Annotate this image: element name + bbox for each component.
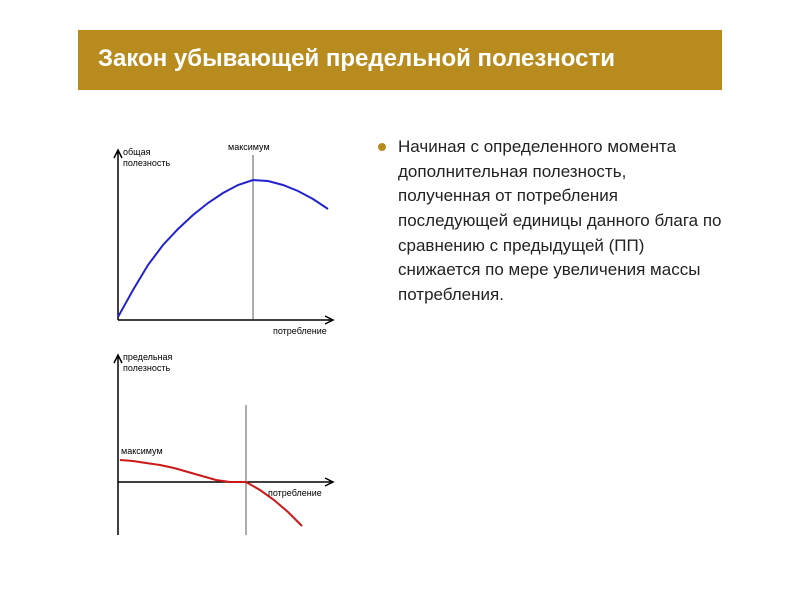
chart-top-xlabel: потребление bbox=[273, 326, 327, 336]
chart-total-utility: общаяполезность максимум потребление bbox=[78, 135, 348, 340]
chart-top-ylabel: полезность bbox=[123, 158, 170, 168]
slide: Закон убывающей предельной полезности об… bbox=[0, 0, 800, 600]
charts-column: общаяполезностьмаксимумпотребление преде… bbox=[78, 135, 378, 560]
chart-bottom-maxlabel: максимум bbox=[121, 446, 163, 456]
body-row: Начиная с определенного момента дополнит… bbox=[378, 135, 722, 560]
chart-bottom-ylabel: полезность bbox=[123, 363, 170, 373]
chart-marginal-utility: предельнаяполезность максимум потребление bbox=[78, 340, 348, 550]
body-text: Начиная с определенного момента дополнит… bbox=[398, 135, 722, 307]
bullet-icon bbox=[378, 143, 386, 151]
title-band: Закон убывающей предельной полезности bbox=[78, 30, 722, 90]
content-area: общаяполезностьмаксимумпотребление преде… bbox=[78, 135, 722, 560]
slide-title: Закон убывающей предельной полезности bbox=[98, 45, 615, 72]
chart-top-ylabel: общая bbox=[123, 147, 151, 157]
chart-bottom-xlabel: потребление bbox=[268, 488, 322, 498]
chart-bottom-ylabel: предельная bbox=[123, 352, 173, 362]
chart-top-maxlabel: максимум bbox=[228, 142, 270, 152]
